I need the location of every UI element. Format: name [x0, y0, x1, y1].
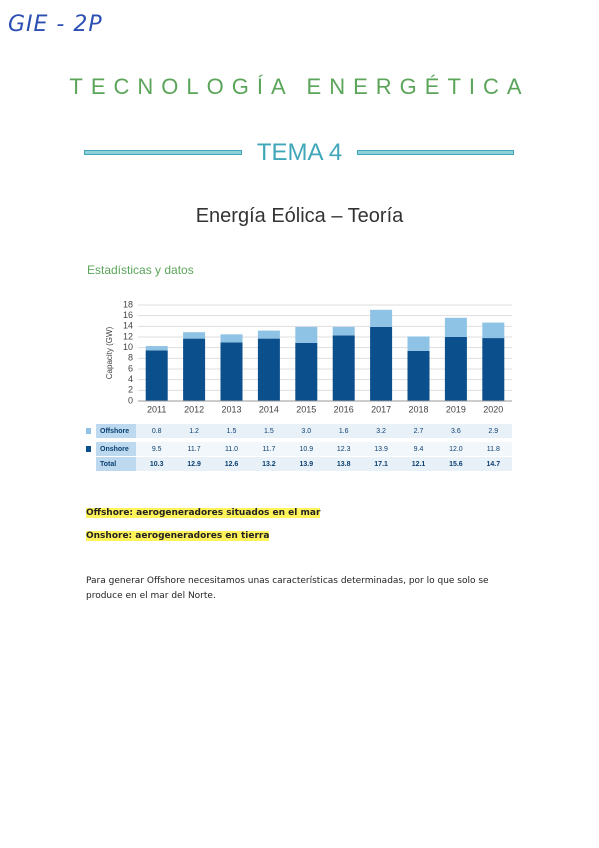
bar [407, 336, 430, 351]
table-header-cell [96, 442, 136, 456]
bar [482, 338, 505, 401]
bar [444, 337, 467, 401]
y-tick-label: 8 [128, 353, 133, 363]
x-tick-label: 2012 [184, 404, 204, 414]
table-cell: 12.1 [412, 461, 426, 468]
table-cell: 13.8 [337, 461, 351, 468]
x-tick-label: 2019 [446, 404, 466, 414]
y-tick-label: 18 [123, 299, 133, 309]
legend-swatch [86, 446, 91, 452]
x-tick-label: 2018 [408, 404, 428, 414]
table-cell: 11.7 [262, 446, 275, 453]
document-title: TECNOLOGÍA ENERGÉTICA [69, 74, 530, 99]
y-tick-label: 14 [123, 321, 133, 331]
table-cell: 1.5 [264, 428, 274, 435]
x-tick-label: 2014 [259, 404, 279, 414]
table-cell: 13.2 [262, 461, 276, 468]
table-cell: 9.5 [152, 446, 162, 453]
bar [295, 342, 318, 401]
bar [444, 317, 467, 337]
table-cell: 12.3 [337, 446, 351, 453]
table-cell: 13.9 [374, 446, 388, 453]
bar [145, 346, 168, 351]
table-cell: 1.2 [189, 428, 199, 435]
section-title: TEMA 4 [256, 139, 343, 166]
table-header-cell [96, 424, 136, 438]
table-cell: 0.8 [152, 428, 162, 435]
table-cell: 11.0 [225, 446, 238, 453]
rule [357, 150, 514, 155]
table-row-bg [96, 442, 512, 456]
rule [84, 150, 242, 155]
table-cell: 1.6 [339, 428, 349, 435]
table-cell: 12.9 [187, 461, 201, 468]
table-row-label: Total [100, 461, 116, 468]
table-cell: 13.9 [299, 461, 313, 468]
table-row-bg [96, 424, 512, 438]
table-header-cell [96, 457, 136, 471]
bar [370, 309, 393, 327]
table-cell: 9.4 [414, 446, 424, 453]
x-tick-label: 2020 [483, 404, 503, 414]
y-tick-label: 0 [128, 395, 133, 405]
bar [370, 326, 393, 401]
subtitle: Energía Eólica – Teoría [195, 205, 404, 227]
y-tick-label: 10 [123, 342, 133, 352]
x-tick-label: 2016 [334, 404, 354, 414]
handwritten-label: GIE - 2P [8, 12, 103, 37]
y-tick-label: 12 [123, 331, 133, 341]
bar [295, 326, 318, 343]
bar [257, 330, 280, 339]
table-cell: 11.8 [487, 446, 500, 453]
table-row-bg [96, 457, 512, 471]
y-tick-label: 6 [128, 363, 133, 373]
legend-swatch [86, 428, 91, 434]
table-cell: 12.0 [449, 446, 463, 453]
table-row-label: Onshore [100, 446, 129, 453]
bar [220, 334, 243, 343]
heading: Estadísticas y datos [87, 263, 194, 277]
y-tick-label: 16 [123, 310, 133, 320]
table-cell: 3.2 [376, 428, 386, 435]
x-tick-label: 2013 [221, 404, 241, 414]
table-cell: 1.5 [227, 428, 237, 435]
bar [145, 350, 168, 401]
table-cell: 12.6 [225, 461, 239, 468]
table-row-label: Offshore [100, 428, 129, 435]
table-cell: 2.7 [414, 428, 424, 435]
table-cell: 15.6 [449, 461, 463, 468]
bar [220, 342, 243, 401]
table-cell: 2.9 [488, 428, 498, 435]
x-tick-label: 2017 [371, 404, 391, 414]
bar [407, 350, 430, 401]
y-axis-label: Capacity (GW) [105, 326, 114, 379]
table-cell: 14.7 [486, 461, 500, 468]
table-cell: 3.6 [451, 428, 461, 435]
bar [183, 332, 206, 339]
bar [332, 335, 355, 401]
bar [183, 338, 206, 401]
bar [257, 338, 280, 401]
x-tick-label: 2011 [147, 404, 166, 414]
table-cell: 10.3 [150, 461, 164, 468]
note: Onshore: aerogeneradores en tierra [86, 531, 270, 541]
bar [482, 322, 505, 339]
y-tick-label: 2 [128, 385, 133, 395]
table-cell: 3.0 [301, 428, 311, 435]
bar [332, 326, 355, 336]
paragraph: Para generar Offshore necesitamos unas c… [86, 576, 489, 601]
y-tick-label: 4 [128, 374, 133, 384]
x-tick-label: 2015 [296, 404, 316, 414]
table-cell: 10.9 [299, 446, 313, 453]
note: Offshore: aerogeneradores situados en el… [86, 508, 321, 518]
table-cell: 17.1 [374, 461, 388, 468]
table-cell: 11.7 [188, 446, 201, 453]
